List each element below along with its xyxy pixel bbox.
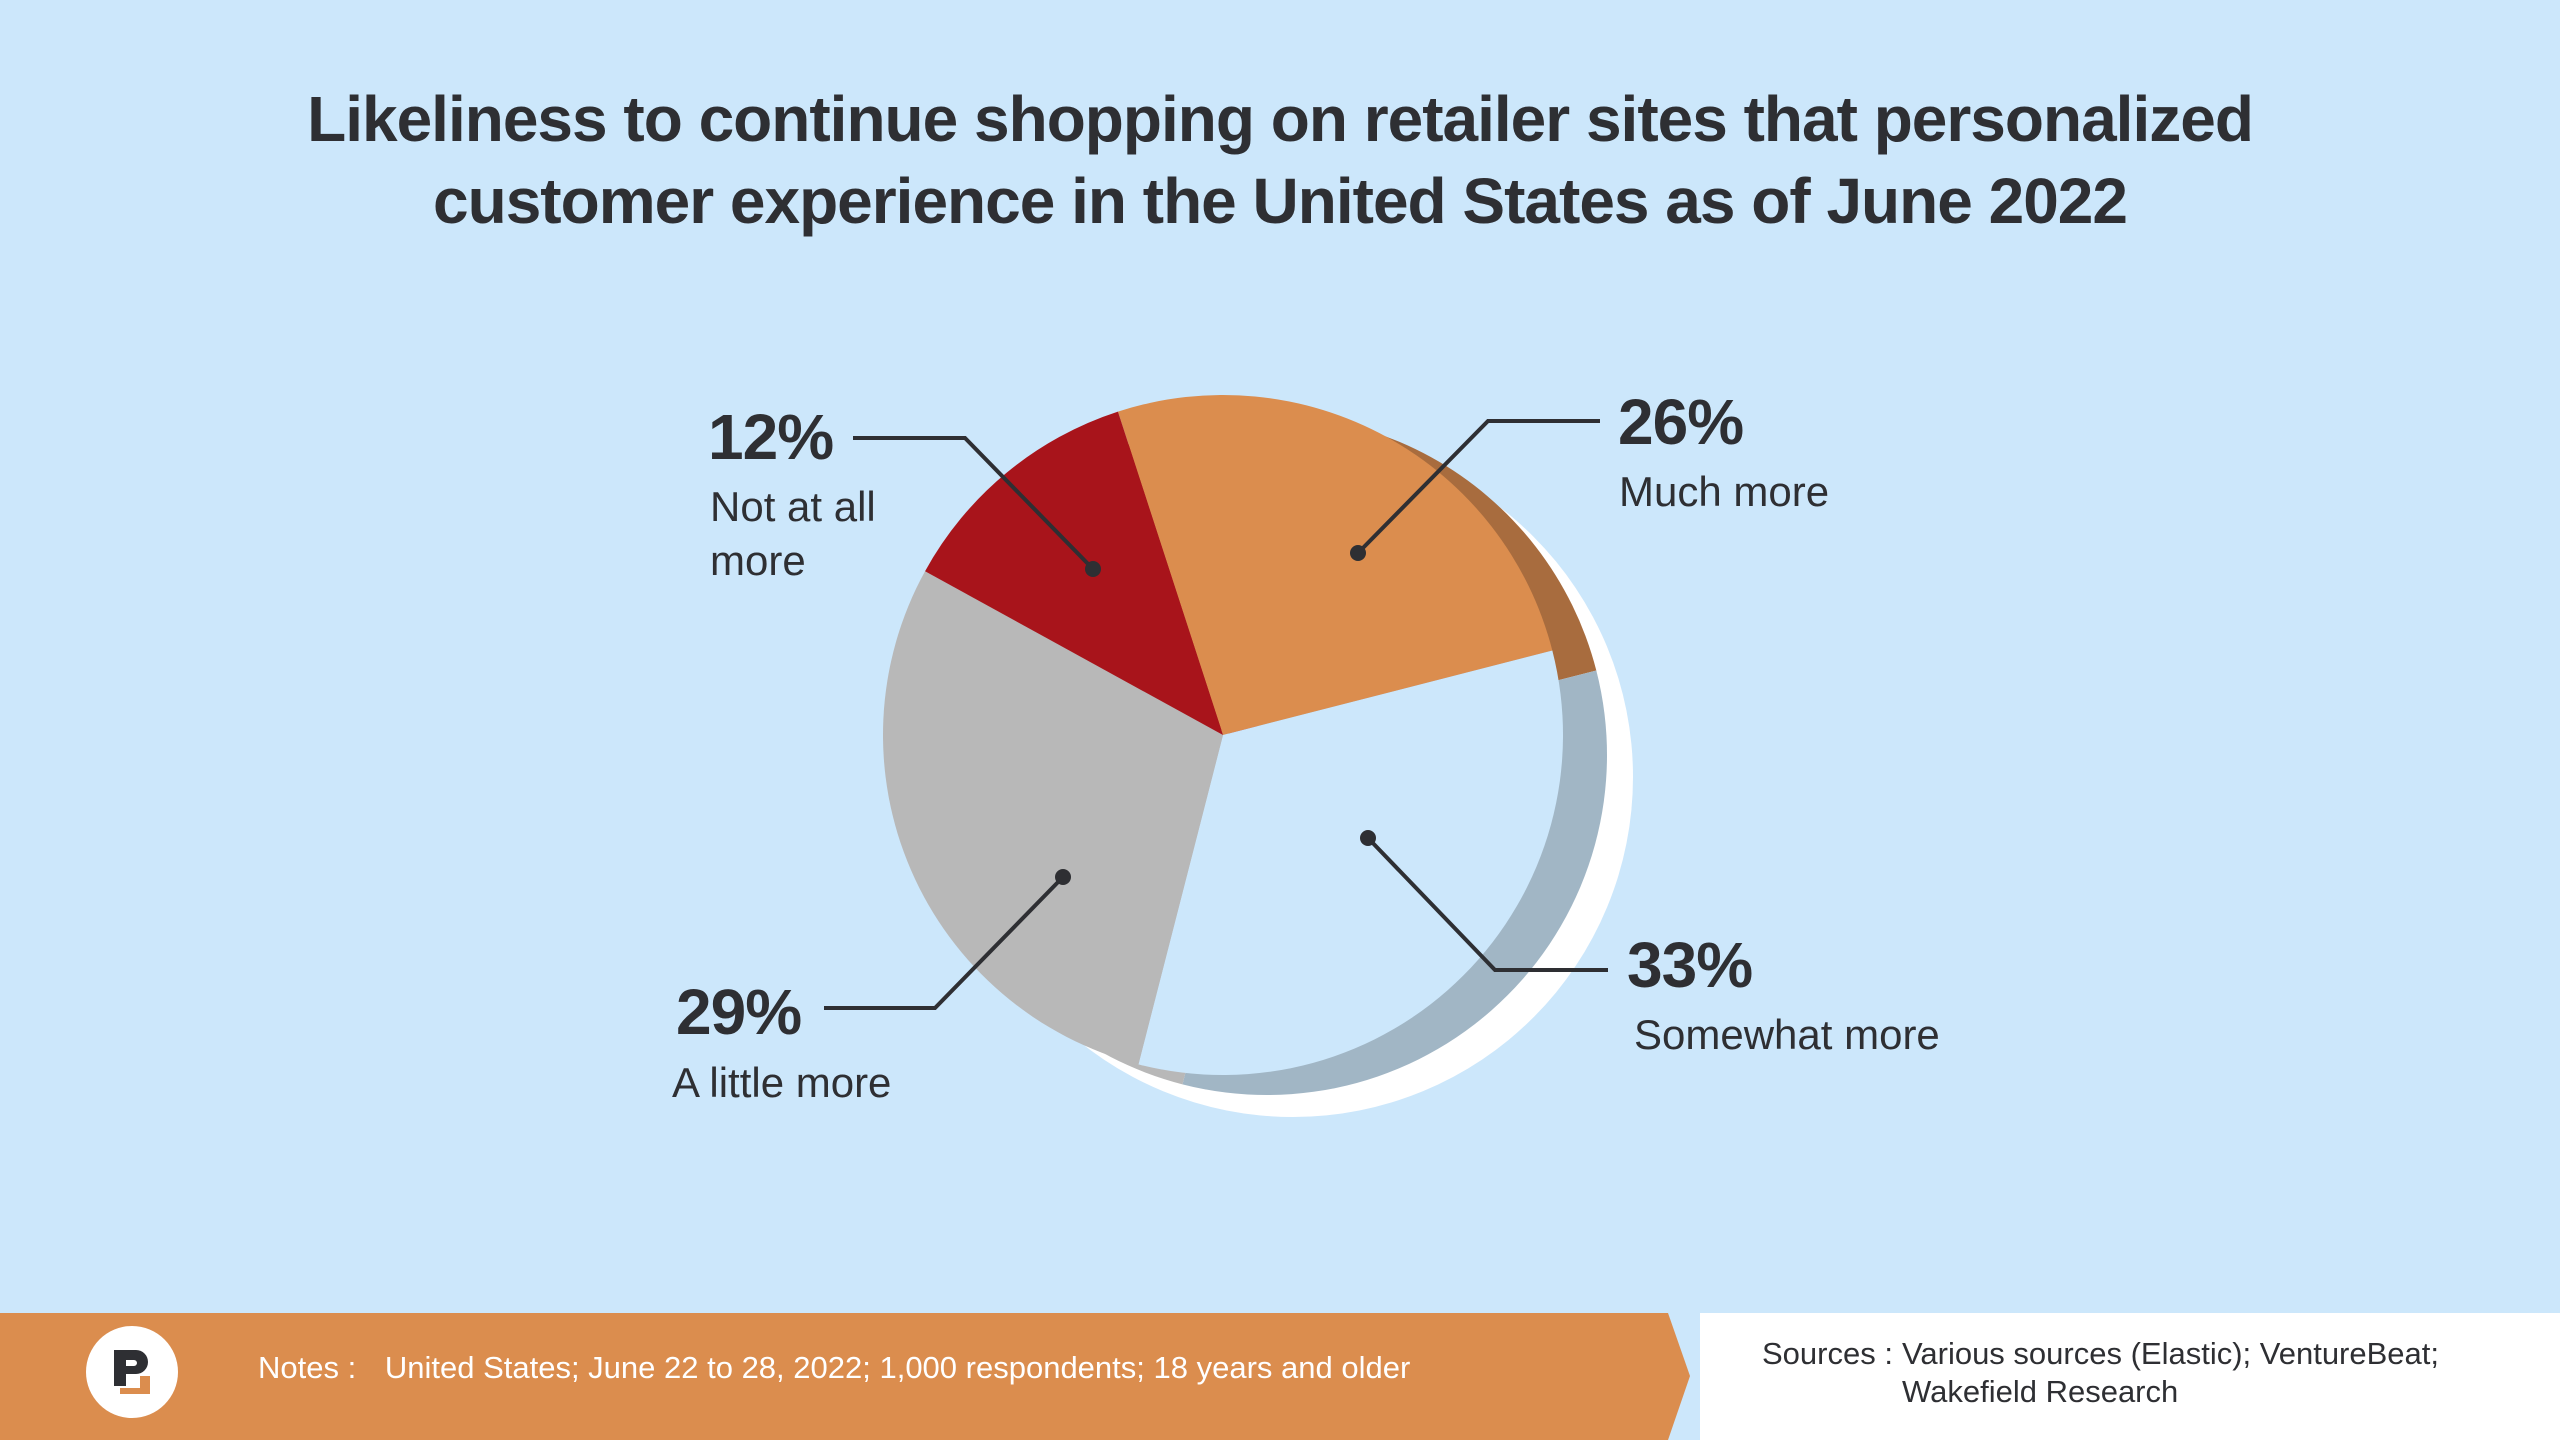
label-much-more-pct: 26% <box>1618 386 1744 458</box>
notes-value: United States; June 22 to 28, 2022; 1,00… <box>384 1350 1411 1385</box>
label-somewhat-more-pct: 33% <box>1627 929 1753 1001</box>
sources-key: Sources : <box>1762 1336 1893 1371</box>
notes-key: Notes : <box>258 1350 357 1385</box>
label-a-little-more-pct: 29% <box>676 976 802 1048</box>
label-much-more-text: Much more <box>1619 468 1830 515</box>
leader-dot-a-little-more <box>1055 869 1071 885</box>
label-not-at-all-line-2: more <box>710 537 806 584</box>
chart-title: Likeliness to continue shopping on retai… <box>0 78 2560 242</box>
chart-title-line-2: customer experience in the United States… <box>433 165 2128 237</box>
brand-logo-icon <box>86 1326 178 1418</box>
pie-slice-a-little-more <box>883 571 1223 1065</box>
leader-dot-much-more <box>1350 545 1366 561</box>
sources-value-line-1: Various sources (Elastic); VentureBeat; <box>1902 1336 2440 1371</box>
label-not-at-all-line-1: Not at all <box>710 483 876 530</box>
pie-slice-much-more <box>1117 395 1553 735</box>
label-not-at-all-text: Not at all more <box>710 480 876 588</box>
footer-notes-banner <box>0 1313 1690 1440</box>
footer-notes: Notes : United States; June 22 to 28, 20… <box>258 1350 1410 1386</box>
leader-line-not-at-all <box>853 436 1095 571</box>
sources-value: Various sources (Elastic); VentureBeat; … <box>1902 1335 2462 1411</box>
pie-slice-somewhat-more <box>1138 650 1563 1075</box>
leader-line-much-more <box>1356 419 1600 555</box>
leader-dot-somewhat-more <box>1360 830 1376 846</box>
pie-slice-not-at-all-more <box>925 411 1223 735</box>
leader-dot-not-at-all <box>1085 561 1101 577</box>
leader-line-a-little-more <box>824 875 1065 1010</box>
label-not-at-all-pct: 12% <box>708 401 834 473</box>
leader-line-somewhat-more <box>1366 836 1608 972</box>
label-somewhat-more-text: Somewhat more <box>1634 1011 1940 1058</box>
label-a-little-more-text: A little more <box>672 1059 892 1106</box>
footer-sources-panel <box>1700 1313 2560 1440</box>
sources-value-line-2: Wakefield Research <box>1902 1374 2179 1409</box>
chart-title-line-1: Likeliness to continue shopping on retai… <box>307 83 2254 155</box>
